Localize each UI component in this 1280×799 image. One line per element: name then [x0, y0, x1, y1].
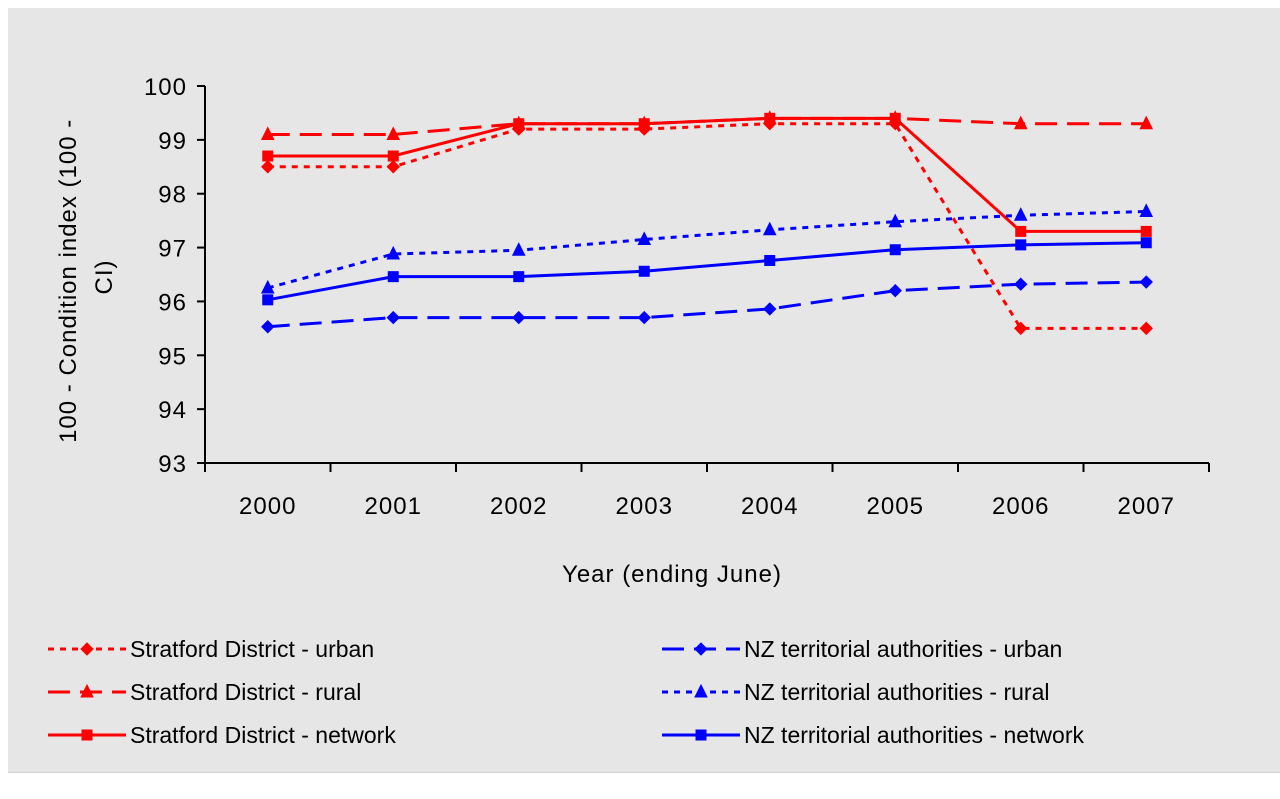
data-point-diamond — [261, 160, 275, 174]
x-tick-label: 2003 — [616, 493, 673, 520]
legend-item: Stratford District - rural — [48, 679, 361, 705]
data-point-diamond — [386, 160, 400, 174]
data-point-square — [764, 112, 776, 124]
series-5 — [260, 203, 1154, 294]
y-tick-label: 96 — [158, 289, 187, 316]
data-point-square — [764, 254, 776, 266]
data-point-diamond — [1139, 321, 1153, 336]
y-tick-labels: 93 94 95 96 97 98 99 100 — [144, 74, 187, 478]
series-line — [267, 116, 1147, 233]
x-tick-label: 2001 — [365, 493, 422, 520]
data-point-triangle — [260, 279, 275, 294]
data-point-triangle — [1013, 207, 1028, 221]
series-line — [267, 209, 1147, 290]
x-tick-label: 2004 — [741, 493, 798, 520]
data-point-square — [513, 118, 525, 130]
x-tick-label: 2005 — [867, 493, 924, 520]
data-point-diamond — [637, 310, 651, 325]
data-point-square — [262, 150, 274, 162]
data-point-square — [889, 112, 901, 124]
data-point-diamond — [1014, 277, 1028, 291]
y-axis-title-line-1: 100 - Condition index (100 - — [55, 119, 82, 443]
data-point-triangle — [1139, 203, 1154, 217]
legend-item: Stratford District - urban — [48, 636, 374, 662]
data-point-square — [889, 244, 901, 256]
data-point-diamond — [763, 302, 777, 316]
data-point-diamond — [80, 642, 94, 656]
data-point-square — [1015, 239, 1027, 251]
data-point-square — [513, 271, 525, 283]
data-point-triangle — [762, 221, 777, 236]
cropped-header-strip — [0, 0, 1280, 8]
data-point-square — [638, 265, 650, 277]
series-4 — [261, 275, 1153, 334]
data-point-square — [387, 271, 399, 283]
axes — [197, 85, 1210, 472]
data-point-diamond — [1014, 321, 1028, 336]
data-point-triangle — [260, 126, 275, 140]
data-point-triangle — [386, 245, 401, 260]
data-point-triangle — [511, 242, 526, 256]
series-line — [267, 116, 1147, 136]
x-axis-title: Year (ending June) — [562, 561, 782, 588]
data-point-triangle — [1139, 115, 1154, 130]
data-point-triangle — [694, 683, 708, 698]
series-line — [267, 280, 1147, 329]
data-point-triangle — [386, 126, 401, 140]
y-tick-label: 94 — [158, 397, 187, 424]
data-point-triangle — [80, 683, 94, 698]
legend-label: Stratford District - network — [130, 722, 396, 748]
series-group — [260, 110, 1154, 336]
legend-label: Stratford District - rural — [130, 679, 361, 705]
x-tick-label: 2000 — [239, 493, 296, 520]
y-axis-title-line-2: CI) — [91, 260, 118, 295]
y-tick-label: 100 — [144, 74, 187, 101]
legend: Stratford District - urban Stratford Dist… — [48, 636, 1084, 748]
y-tick-label: 95 — [158, 343, 187, 370]
legend-label: NZ territorial authorities - network — [744, 722, 1084, 748]
series-3 — [262, 112, 1152, 237]
legend-item: Stratford District - network — [48, 722, 396, 748]
x-tick-label: 2002 — [490, 493, 547, 520]
legend-label: Stratford District - urban — [130, 636, 374, 662]
y-tick-label: 93 — [158, 451, 187, 478]
series-line — [267, 122, 1147, 330]
legend-label: NZ territorial authorities - urban — [744, 636, 1062, 662]
data-point-diamond — [1139, 275, 1153, 289]
data-point-triangle — [1013, 115, 1028, 130]
data-point-diamond — [694, 642, 708, 656]
legend-label: NZ territorial authorities - rural — [744, 679, 1049, 705]
data-point-square — [638, 118, 650, 130]
data-point-diamond — [512, 310, 526, 325]
y-tick-label: 99 — [158, 128, 187, 155]
data-point-square — [1140, 225, 1152, 237]
data-point-diamond — [386, 310, 400, 325]
y-tick-label: 98 — [158, 182, 187, 209]
y-tick-label: 97 — [158, 236, 187, 263]
x-tick-labels: 2000 2001 2002 2003 2004 2005 2006 2007 — [239, 493, 1175, 520]
data-point-square — [695, 729, 707, 741]
series-6 — [262, 237, 1152, 306]
data-point-triangle — [637, 231, 652, 245]
data-point-diamond — [888, 283, 902, 298]
data-point-square — [262, 294, 274, 306]
legend-item: NZ territorial authorities - network — [662, 722, 1084, 748]
x-tick-label: 2006 — [992, 493, 1049, 520]
data-point-square — [1015, 225, 1027, 237]
y-axis-title: 100 - Condition index (100 - CI) — [55, 111, 118, 443]
series-line — [267, 241, 1147, 302]
data-point-square — [81, 729, 93, 741]
data-point-diamond — [261, 320, 275, 334]
data-point-square — [1140, 237, 1152, 249]
data-point-triangle — [888, 213, 903, 228]
legend-item: NZ territorial authorities - rural — [662, 679, 1049, 705]
x-tick-label: 2007 — [1118, 493, 1175, 520]
data-point-square — [387, 150, 399, 162]
legend-item: NZ territorial authorities - urban — [662, 636, 1062, 662]
